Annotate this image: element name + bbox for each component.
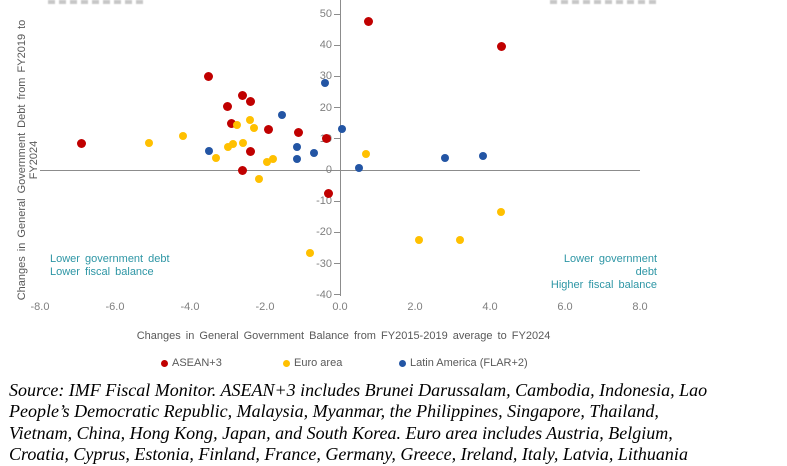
legend-marker-dot: [283, 359, 290, 367]
data-point: [292, 142, 301, 151]
y-tick-label: 40: [319, 39, 332, 52]
data-point: [321, 78, 329, 87]
data-point: [245, 146, 255, 156]
y-tick-mark: [334, 169, 341, 171]
data-point: [178, 131, 187, 140]
data-point: [223, 101, 232, 111]
plot-area: 50403020100-10-20-30-40-8.0-6.0-4.0-2.00…: [30, 8, 648, 313]
legend-label: ASEAN+3: [172, 357, 222, 369]
y-tick-mark: [334, 200, 341, 202]
x-tick-label: 8.0: [632, 301, 648, 313]
quadrant-note-bottom-left: Lower government debt Lower fiscal balan…: [50, 253, 170, 279]
data-point: [144, 139, 153, 148]
data-point: [204, 147, 213, 156]
y-tick-mark: [334, 294, 341, 296]
cropped-top-right-label-fragment: [550, 0, 656, 4]
data-point: [245, 96, 255, 106]
y-tick-label: -20: [316, 226, 332, 239]
legend-marker-dot: [161, 359, 168, 367]
x-tick-label: -6.0: [105, 301, 125, 313]
y-tick-mark: [334, 44, 341, 46]
data-point: [229, 140, 238, 149]
source-note-line: Croatia, Cyprus, Estonia, Finland, Franc…: [9, 444, 688, 465]
legend-item: ASEAN+3: [161, 356, 222, 370]
cropped-top-left-label-fragment: [48, 0, 145, 4]
data-point: [363, 17, 373, 27]
data-point: [478, 151, 487, 160]
x-tick-label: -2.0: [255, 301, 275, 313]
y-tick-label: 20: [319, 101, 332, 114]
legend-marker-dot: [399, 359, 406, 367]
y-tick-mark: [334, 263, 341, 265]
data-point: [255, 175, 264, 184]
x-tick-label: 4.0: [482, 301, 498, 313]
x-tick-label: 0.0: [332, 301, 348, 313]
chart-legend: ASEAN+3 Euro area Latin America (FLAR+2): [161, 356, 528, 370]
y-tick-mark: [334, 231, 341, 233]
fiscal-scatter-figure: Changes in General Government Debt from …: [9, 0, 707, 464]
x-tick-label: 2.0: [407, 301, 423, 313]
legend-item: Euro area: [283, 356, 342, 370]
y-tick-label: -30: [316, 257, 332, 270]
source-note-line: People’s Democratic Republic, Malaysia, …: [9, 401, 659, 422]
source-note-line: Vietnam, China, Hong Kong, Japan, and So…: [9, 422, 673, 443]
data-point: [441, 153, 449, 162]
y-tick-label: 0: [325, 164, 332, 176]
data-point: [226, 118, 236, 128]
legend-label: Euro area: [294, 357, 343, 369]
y-tick-mark: [334, 138, 341, 140]
source-note-line: Source: IMF Fiscal Monitor. ASEAN+3 incl…: [9, 380, 708, 400]
data-point: [337, 125, 346, 134]
data-point: [238, 90, 247, 100]
quadrant-note-line: Lower government debt: [563, 253, 657, 278]
data-point: [249, 123, 258, 132]
y-tick-mark: [334, 13, 341, 15]
y-axis-line: [340, 0, 341, 296]
y-tick-label: -40: [316, 288, 332, 301]
x-axis-title: Changes in General Government Balance fr…: [136, 330, 551, 342]
y-tick-label: 50: [319, 8, 332, 20]
data-point: [306, 248, 314, 257]
data-point: [264, 124, 274, 134]
y-tick-mark: [334, 107, 341, 109]
data-point: [497, 208, 506, 217]
x-tick-label: -8.0: [30, 301, 50, 313]
legend-item: Latin America (FLAR+2): [399, 356, 528, 370]
data-point: [354, 164, 363, 173]
data-point: [246, 116, 254, 125]
y-tick-mark: [334, 75, 341, 77]
data-point: [238, 165, 247, 175]
data-point: [238, 138, 247, 147]
x-axis-zero-line: [40, 170, 640, 171]
data-point: [496, 42, 506, 52]
quadrant-note-line: Higher fiscal balance: [550, 279, 657, 291]
data-point: [362, 150, 371, 159]
source-note: Source: IMF Fiscal Monitor. ASEAN+3 incl…: [9, 380, 784, 466]
data-point: [322, 134, 332, 144]
data-point: [232, 120, 241, 129]
data-point: [212, 153, 221, 162]
y-tick-label: -10: [316, 195, 332, 208]
x-tick-label: 6.0: [557, 301, 573, 313]
data-point: [277, 111, 286, 120]
data-point: [309, 148, 318, 157]
data-point: [262, 158, 271, 167]
data-point: [292, 155, 301, 164]
data-point: [268, 155, 277, 164]
data-point: [76, 138, 86, 148]
data-point: [414, 236, 423, 245]
quadrant-note-bottom-right: Lower government debt Higher fiscal bala…: [538, 253, 657, 292]
data-point: [294, 128, 304, 138]
data-point: [204, 71, 214, 81]
data-point: [223, 142, 232, 151]
legend-label: Latin America (FLAR+2): [410, 357, 528, 369]
quadrant-note-line: Lower government debt: [50, 253, 170, 265]
data-point: [324, 188, 334, 198]
quadrant-note-line: Lower fiscal balance: [50, 266, 154, 278]
data-point: [456, 236, 464, 245]
x-tick-label: -4.0: [180, 301, 200, 313]
